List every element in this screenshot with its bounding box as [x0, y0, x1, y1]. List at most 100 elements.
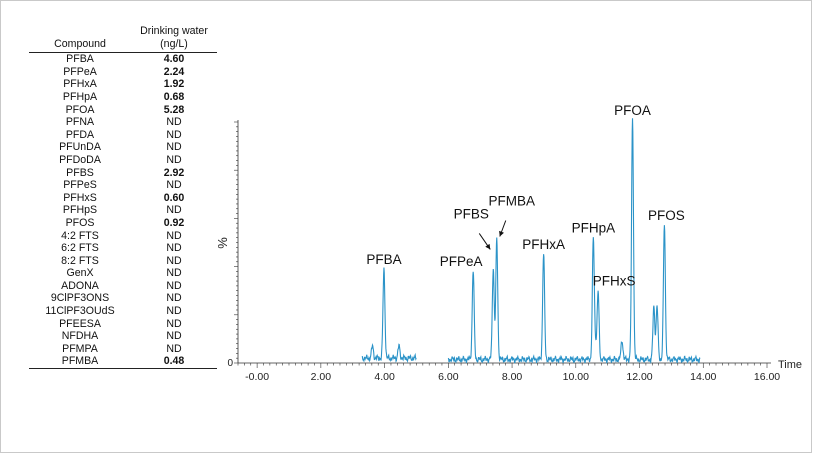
compound-name: PFEESA	[59, 317, 101, 330]
table-row: ADONA ND	[29, 280, 217, 293]
compound-concentration: 0.68	[163, 90, 185, 103]
compound-name: 11ClPF3OUdS	[45, 305, 115, 318]
trace-segment	[361, 267, 417, 364]
x-tick-label: 6.00	[438, 371, 459, 383]
compound-concentration: 4.60	[163, 53, 185, 66]
compound-name: PFHxS	[63, 191, 97, 204]
compound-concentration: ND	[166, 267, 182, 280]
compound-concentration: ND	[166, 128, 182, 141]
compound-name: PFMBA	[29, 355, 131, 370]
compound-concentration: ND	[166, 242, 182, 255]
x-axis-label: Time	[778, 359, 802, 371]
compound-concentration: ND	[166, 317, 182, 330]
table-row: PFBA 4.60	[29, 53, 217, 66]
compound-name: ADONA	[61, 279, 99, 292]
compound-concentration: ND	[166, 204, 182, 217]
x-tick-label: 16.00	[754, 371, 780, 383]
compound-concentration: ND	[166, 179, 182, 192]
chart-axes	[237, 120, 771, 364]
table-row: PFNA ND	[29, 116, 217, 129]
peak-label: PFHxS	[593, 274, 636, 289]
compound-name: PFMPA	[62, 342, 98, 355]
x-tick-label: 8.00	[502, 371, 523, 383]
compound-concentration: ND	[166, 116, 182, 129]
compound-name: PFOA	[65, 103, 95, 116]
table-row: PFHxA 1.92	[29, 78, 217, 91]
compound-name: PFOS	[65, 216, 95, 229]
compound-concentration: 2.92	[163, 166, 185, 179]
x-tick-label: 12.00	[626, 371, 652, 383]
trace-segment	[447, 118, 701, 365]
compound-concentration: ND	[166, 342, 182, 355]
table-row: GenX ND	[29, 267, 217, 280]
compound-name: 6:2 FTS	[61, 242, 99, 255]
peak-label: PFBS	[454, 206, 489, 221]
compound-concentration: 2.24	[163, 65, 185, 78]
compound-concentration: ND	[166, 292, 182, 305]
table-row: PFEESA ND	[29, 318, 217, 331]
compound-name: PFHpA	[62, 90, 98, 103]
compound-table: Compound Drinking water (ng/L) PFBA 4.60 P…	[29, 25, 217, 370]
compound-concentration: 1.92	[163, 78, 185, 91]
compound-name: PFDA	[65, 128, 95, 141]
compound-concentration: ND	[166, 305, 182, 318]
table-row: PFPeA 2.24	[29, 66, 217, 79]
table-row: 9ClPF3ONS ND	[29, 292, 217, 305]
table-row: PFHpS ND	[29, 204, 217, 217]
compound-name: 4:2 FTS	[61, 229, 99, 242]
x-tick-label: 2.00	[311, 371, 332, 383]
chromatogram-trace	[361, 118, 701, 365]
peak-arrowhead	[499, 230, 504, 237]
x-tick-label: -0.00	[245, 371, 269, 383]
table-row: PFPeS ND	[29, 179, 217, 192]
y-tick-label: 0	[227, 358, 233, 369]
table-row: PFOS 0.92	[29, 217, 217, 230]
compound-concentration: 0.60	[163, 191, 185, 204]
table-row: 8:2 FTS ND	[29, 255, 217, 268]
x-tick-label: 4.00	[374, 371, 395, 383]
table-header-row: Compound Drinking water (ng/L)	[29, 25, 217, 54]
peak-label: PFHxA	[522, 237, 565, 252]
compound-concentration: 0.48	[131, 355, 217, 370]
table-row: PFDoDA ND	[29, 154, 217, 167]
table-row: PFMBA 0.48	[29, 355, 217, 370]
table-row: 11ClPF3OUdS ND	[29, 305, 217, 318]
compound-name: PFPeA	[63, 65, 97, 78]
peak-label: PFOS	[648, 208, 685, 223]
compound-name: PFHpS	[62, 204, 98, 217]
compound-name: 8:2 FTS	[61, 254, 99, 267]
table-row: PFMPA ND	[29, 343, 217, 356]
peak-label: PFOA	[614, 103, 651, 118]
x-tick-label: 10.00	[563, 371, 589, 383]
header-drinking-water-line1: Drinking water	[140, 25, 208, 37]
compound-name: PFDoDA	[59, 153, 101, 166]
peak-label: PFBA	[366, 252, 401, 267]
table-row: 4:2 FTS ND	[29, 230, 217, 243]
table-row: PFOA 5.28	[29, 104, 217, 117]
header-compound: Compound	[29, 25, 131, 54]
compound-concentration: 0.92	[163, 216, 185, 229]
compound-name: PFBS	[66, 166, 94, 179]
compound-name: GenX	[66, 267, 94, 280]
peak-label: PFPeA	[440, 254, 483, 269]
compound-name: PFNA	[65, 116, 95, 129]
table-row: NFDHA ND	[29, 330, 217, 343]
peak-arrowhead	[485, 243, 491, 250]
table-row: PFDA ND	[29, 129, 217, 142]
compound-concentration: ND	[166, 330, 182, 343]
table-row: PFBS 2.92	[29, 167, 217, 180]
chart-ticks: 0 -0.00 2.00 4.00 6.00 8.00 10.00 12.00 14.00 16.…	[227, 121, 780, 383]
compound-concentration: 5.28	[163, 103, 185, 116]
compound-name: PFUnDA	[59, 141, 101, 154]
header-drinking-water-line2: (ng/L)	[160, 37, 188, 50]
compound-name: NFDHA	[61, 330, 99, 343]
y-axis-label: %	[215, 237, 230, 249]
table-row: 6:2 FTS ND	[29, 242, 217, 255]
table-row: PFUnDA ND	[29, 141, 217, 154]
compound-table-container: Compound Drinking water (ng/L) PFBA 4.60 P…	[29, 25, 217, 370]
compound-concentration: ND	[166, 141, 182, 154]
peak-label: PFMBA	[489, 194, 536, 209]
